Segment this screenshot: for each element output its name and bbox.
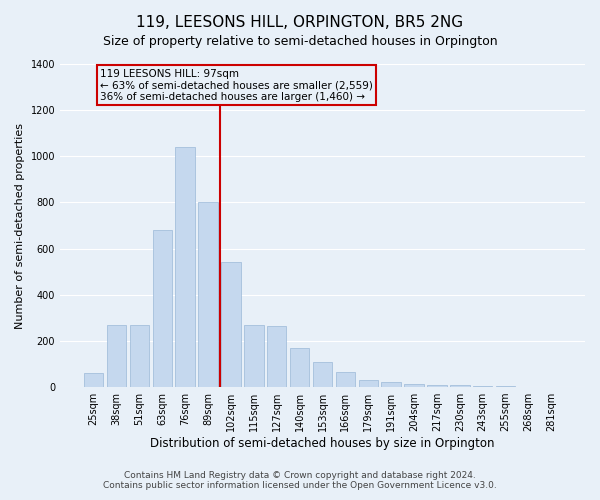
Text: 119 LEESONS HILL: 97sqm
← 63% of semi-detached houses are smaller (2,559)
36% of: 119 LEESONS HILL: 97sqm ← 63% of semi-de…: [100, 68, 373, 102]
Bar: [221, 262, 241, 387]
Bar: [84, 373, 103, 387]
Bar: [107, 325, 126, 387]
Bar: [267, 326, 286, 387]
Text: 119, LEESONS HILL, ORPINGTON, BR5 2NG: 119, LEESONS HILL, ORPINGTON, BR5 2NG: [136, 15, 464, 30]
Text: Contains HM Land Registry data © Crown copyright and database right 2024.
Contai: Contains HM Land Registry data © Crown c…: [103, 470, 497, 490]
Bar: [427, 385, 446, 387]
Bar: [152, 230, 172, 387]
Bar: [199, 202, 218, 387]
Bar: [290, 348, 310, 387]
Bar: [450, 385, 470, 387]
Y-axis label: Number of semi-detached properties: Number of semi-detached properties: [15, 122, 25, 328]
Bar: [313, 362, 332, 387]
Bar: [244, 325, 263, 387]
Text: Size of property relative to semi-detached houses in Orpington: Size of property relative to semi-detach…: [103, 35, 497, 48]
X-axis label: Distribution of semi-detached houses by size in Orpington: Distribution of semi-detached houses by …: [150, 437, 495, 450]
Bar: [382, 382, 401, 387]
Bar: [404, 384, 424, 387]
Bar: [359, 380, 378, 387]
Bar: [175, 147, 195, 387]
Bar: [473, 386, 493, 387]
Bar: [335, 372, 355, 387]
Bar: [496, 386, 515, 387]
Bar: [130, 325, 149, 387]
